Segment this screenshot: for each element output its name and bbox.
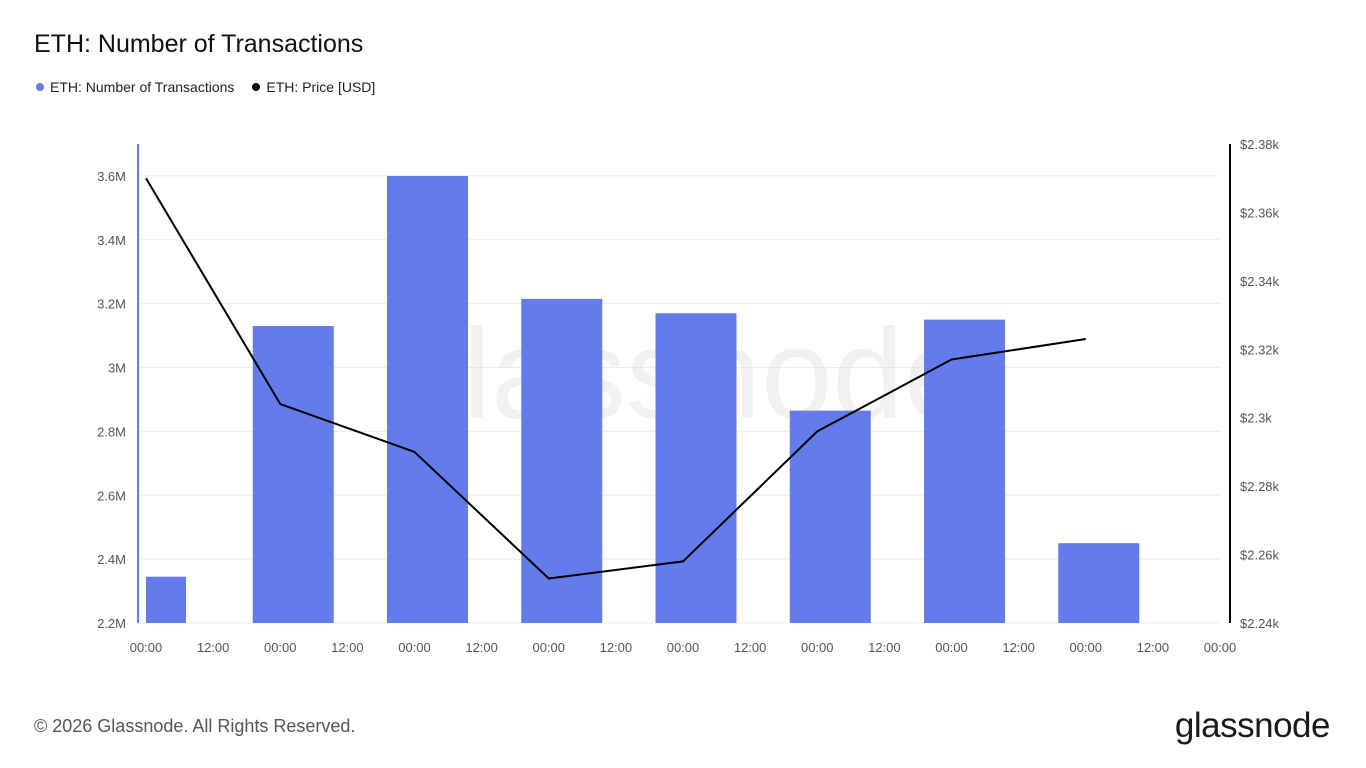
x-axis-tick-label: 00:00 xyxy=(130,640,163,655)
bar-transactions xyxy=(521,298,603,623)
left-axis-tick-label: 3.4M xyxy=(97,233,126,248)
left-axis-tick-label: 2.6M xyxy=(97,488,126,503)
x-axis-tick-label: 00:00 xyxy=(398,640,431,655)
right-axis-tick-label: $2.36k xyxy=(1240,205,1280,220)
left-axis-tick-label: 3.2M xyxy=(97,297,126,312)
x-axis-tick-label: 00:00 xyxy=(1069,640,1102,655)
line-price xyxy=(145,177,1086,580)
x-axis-tick-label: 12:00 xyxy=(331,640,364,655)
bar-transactions xyxy=(789,410,871,623)
copyright-text: © 2026 Glassnode. All Rights Reserved. xyxy=(34,716,356,736)
x-axis-tick-label: 00:00 xyxy=(667,640,700,655)
chart-legend: ETH: Number of Transactions ETH: Price [… xyxy=(36,79,375,95)
x-axis-tick-label: 12:00 xyxy=(734,640,767,655)
right-axis-tick-label: $2.3k xyxy=(1240,411,1272,426)
right-axis-tick-label: $2.26k xyxy=(1240,548,1280,563)
legend-dot-transactions xyxy=(36,83,44,91)
x-axis-tick-label: 00:00 xyxy=(935,640,968,655)
x-axis-tick-label: 00:00 xyxy=(532,640,565,655)
left-axis-tick-label: 2.4M xyxy=(97,552,126,567)
bar-transactions xyxy=(924,319,1005,623)
x-axis-tick-label: 12:00 xyxy=(868,640,901,655)
legend-label-transactions: ETH: Number of Transactions xyxy=(50,79,235,95)
bar-transactions xyxy=(387,175,468,623)
legend-dot-price xyxy=(252,83,261,91)
legend-item-price[interactable]: ETH: Price [USD] xyxy=(252,79,375,95)
chart-title: ETH: Number of Transactions xyxy=(34,30,364,58)
right-axis-tick-label: $2.34k xyxy=(1240,274,1280,289)
x-axis-tick-label: 12:00 xyxy=(465,640,498,655)
bar-transactions xyxy=(1058,543,1140,623)
x-axis-tick-label: 12:00 xyxy=(600,640,633,655)
legend-item-transactions[interactable]: ETH: Number of Transactions xyxy=(36,79,234,95)
glassnode-logo: glassnode xyxy=(1174,706,1331,745)
right-axis-tick-label: $2.24k xyxy=(1240,616,1280,631)
right-axis-tick-label: $2.28k xyxy=(1240,479,1280,494)
left-axis-tick-label: 2.8M xyxy=(97,424,126,439)
bar-transactions xyxy=(146,576,186,623)
bar-transactions xyxy=(252,326,334,623)
x-axis-tick-label: 12:00 xyxy=(1137,640,1170,655)
x-axis-tick-label: 00:00 xyxy=(1204,640,1237,655)
left-axis-tick-label: 2.2M xyxy=(97,616,126,631)
x-axis-tick-label: 12:00 xyxy=(1002,640,1035,655)
right-axis-tick-label: $2.38k xyxy=(1240,137,1280,152)
left-axis-tick-label: 3.6M xyxy=(97,169,126,184)
x-axis-tick-label: 12:00 xyxy=(197,640,230,655)
left-axis-tick-label: 3M xyxy=(108,361,126,376)
legend-label-price: ETH: Price [USD] xyxy=(266,79,376,95)
bar-transactions xyxy=(655,313,737,623)
x-axis-tick-label: 00:00 xyxy=(264,640,297,655)
right-axis-tick-label: $2.32k xyxy=(1240,342,1280,357)
x-axis-tick-label: 00:00 xyxy=(801,640,834,655)
